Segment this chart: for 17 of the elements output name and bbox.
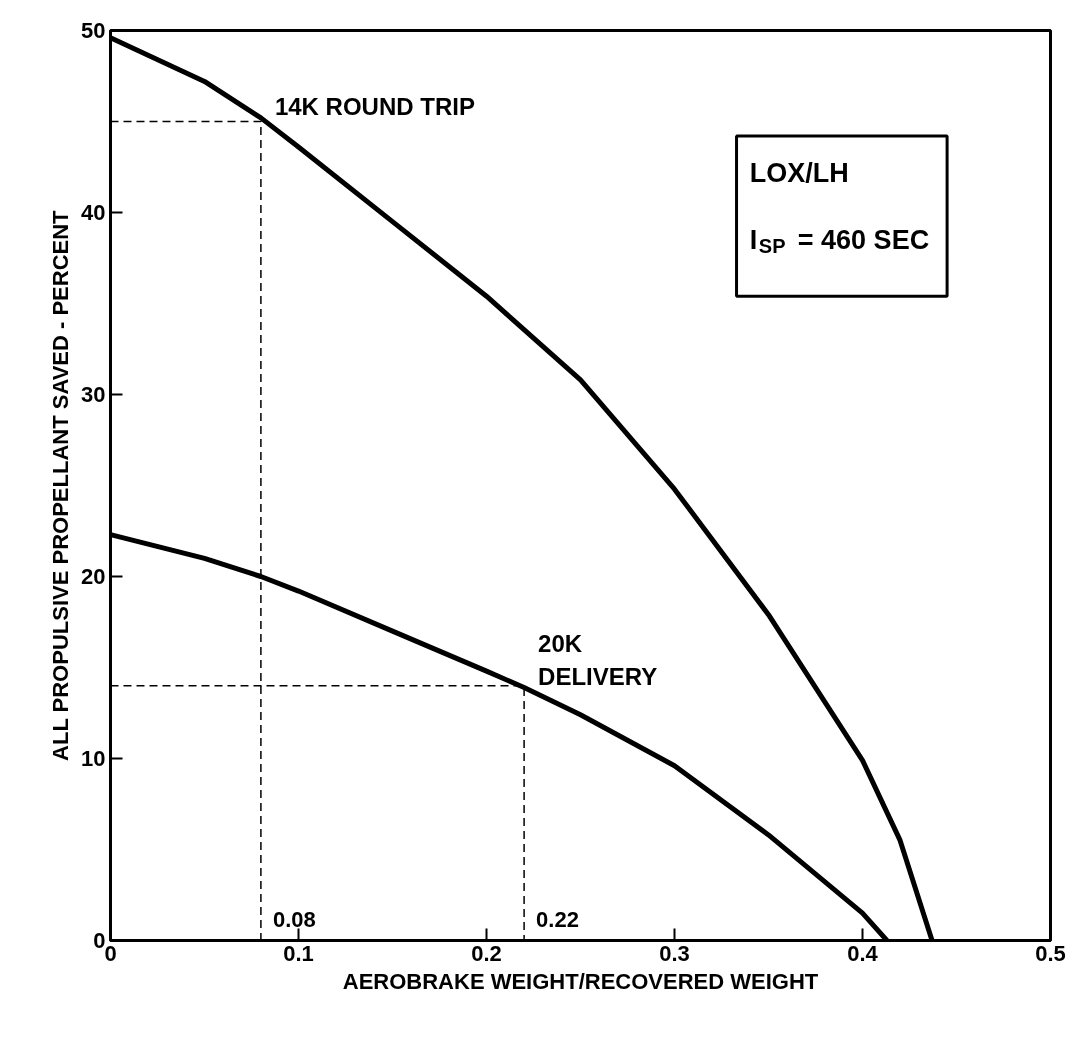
annotation: 0.08 bbox=[272, 906, 316, 932]
x-tick-label: 0.2 bbox=[471, 940, 502, 966]
x-tick-label: 0.1 bbox=[283, 940, 314, 966]
x-tick-label: 0.3 bbox=[659, 940, 690, 966]
y-tick-label: 40 bbox=[81, 200, 106, 225]
x-tick-label: 0.5 bbox=[1035, 940, 1066, 966]
series-label: 20K DELIVERY bbox=[538, 630, 658, 690]
y-tick-label: 10 bbox=[81, 746, 106, 771]
annotation: LOX/LH bbox=[749, 157, 849, 188]
y-tick-label: 50 bbox=[81, 18, 106, 43]
y-tick-label: 30 bbox=[81, 382, 106, 407]
y-axis-title: ALL PROPULSIVE PROPELLANT SAVED - PERCENT bbox=[48, 209, 74, 761]
x-axis-title: AEROBRAKE WEIGHT/RECOVERED WEIGHT bbox=[342, 968, 819, 994]
x-tick-label: 0.4 bbox=[847, 940, 879, 966]
annotation: 0.22 bbox=[536, 906, 579, 932]
y-tick-label: 20 bbox=[81, 564, 106, 589]
series-label: 14K ROUND TRIP bbox=[274, 92, 475, 120]
